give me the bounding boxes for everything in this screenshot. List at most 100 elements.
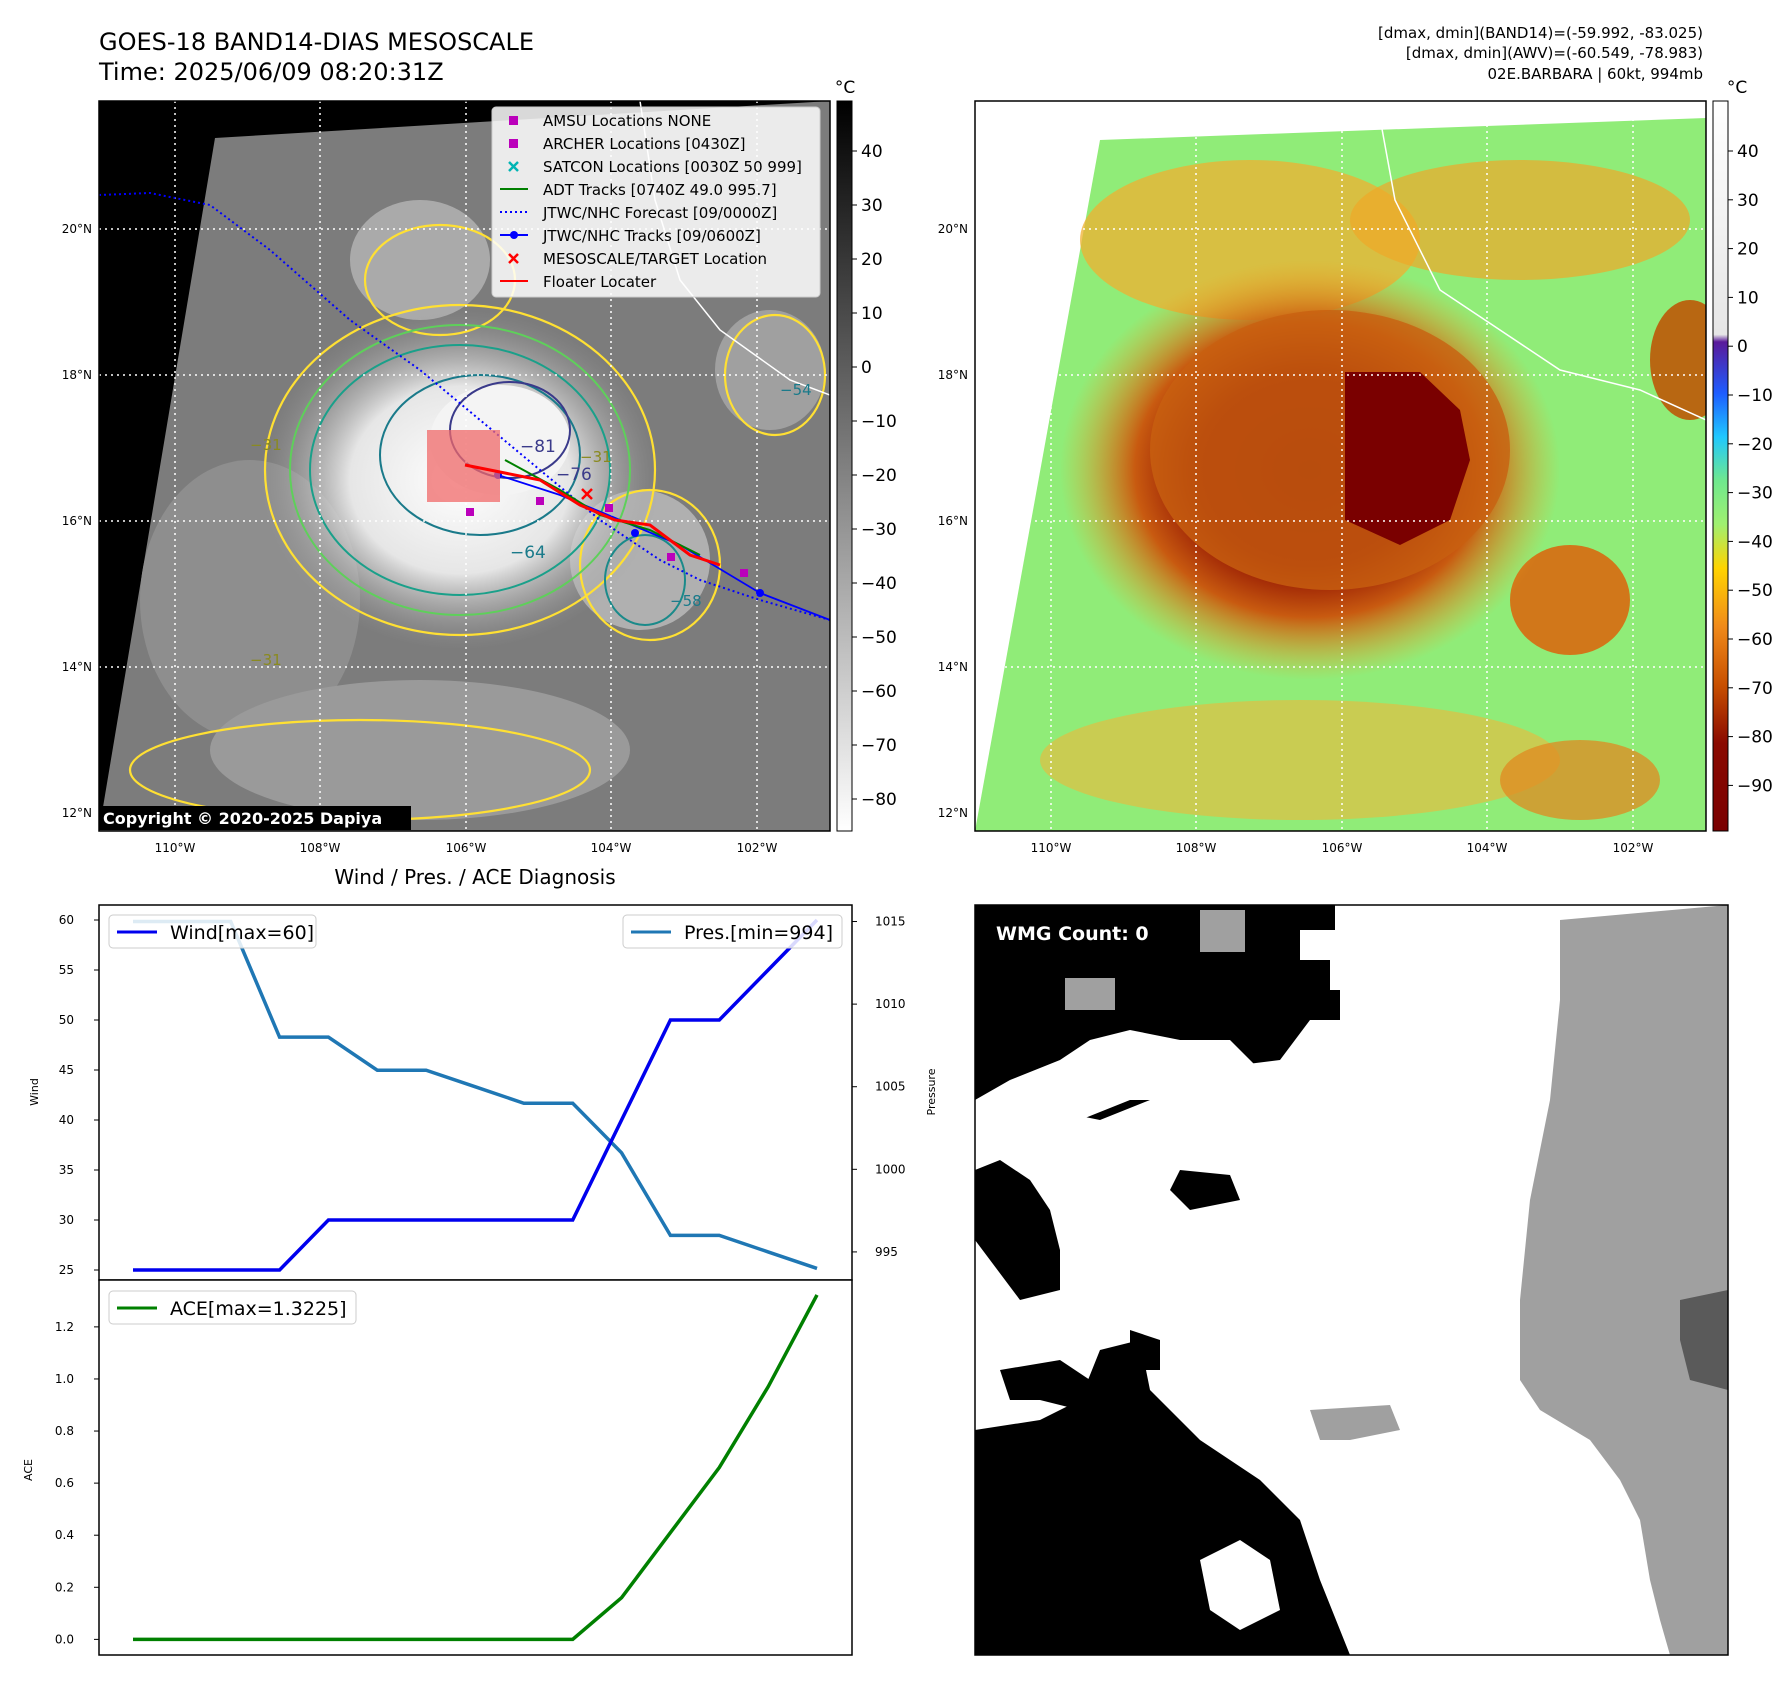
- legend-amsu: AMSU Locations NONE: [543, 112, 711, 130]
- pressure-tick-label: 1010: [875, 997, 906, 1011]
- floater-track: [464, 463, 721, 567]
- chart-title: Wind / Pres. / ACE Diagnosis: [334, 865, 615, 889]
- wmg-count-label: WMG Count: 0: [996, 923, 1149, 945]
- dias-colorbar-unit: °C: [1727, 78, 1747, 98]
- colorbar-tick-label: −60: [861, 682, 897, 702]
- ace-chart[interactable]: 0.0 0.2 0.4 0.6 0.8 1.0 1.2 ACE ACE[max=1.3225…: [22, 1279, 853, 1656]
- ace-series: [133, 1294, 819, 1642]
- colorbar-tick-label: −20: [861, 466, 897, 486]
- ace-tick-label: 0.6: [55, 1476, 74, 1490]
- ace-axis-label: ACE: [22, 1459, 35, 1481]
- lon-label: 106°W: [446, 841, 487, 855]
- archer-marker: [667, 553, 675, 561]
- wind-tick-label: 40: [59, 1113, 74, 1127]
- colorbar-tick-label: −90: [1737, 776, 1773, 796]
- pressure-legend-label: Pres.[min=994]: [684, 922, 833, 944]
- lon-label: 104°W: [1467, 841, 1508, 855]
- storm-core-coldest: [1345, 372, 1470, 545]
- ace-tick-label: 1.2: [55, 1320, 74, 1334]
- pressure-tick-label: 1005: [875, 1080, 906, 1094]
- wmg-gray-region: [1200, 910, 1245, 952]
- lon-label: 108°W: [1176, 841, 1217, 855]
- colorbar-tick-label: −80: [1737, 728, 1773, 748]
- warm-cloud-patch: [1500, 740, 1660, 820]
- contour-label: −31: [250, 436, 282, 454]
- ir-colorbar-unit: °C: [835, 78, 855, 98]
- target-marker: [581, 488, 593, 500]
- ace-tick-label: 0.4: [55, 1528, 74, 1542]
- lon-label: 110°W: [1031, 841, 1072, 855]
- ir-map-frame: [98, 100, 831, 832]
- jtwc-point: [756, 589, 764, 597]
- wmg-gray-region: [1310, 1405, 1400, 1440]
- legend-satcon-marker: [508, 161, 519, 172]
- lon-label: 102°W: [737, 841, 778, 855]
- legend-target-marker: [508, 253, 519, 264]
- ir-colorbar: [836, 100, 853, 832]
- contour-label: −81: [520, 437, 556, 457]
- wind-y-ticks: 25 30 35 40 45 50 55 60: [59, 913, 99, 1277]
- contour-yellow: [263, 303, 657, 637]
- archer-marker: [740, 569, 748, 577]
- colorbar-tick-label: −40: [861, 574, 897, 594]
- info-awv: [dmax, dmin](AWV)=(-60.549, -78.983): [1406, 44, 1703, 62]
- wind-tick-label: 55: [59, 963, 74, 977]
- ace-line: [133, 1294, 819, 1642]
- legend-archer: ARCHER Locations [0430Z]: [543, 135, 746, 153]
- colorbar-tick-label: −70: [861, 736, 897, 756]
- wmg-panel[interactable]: WMG Count: 0: [974, 904, 1729, 1656]
- cloud-patch: [210, 680, 630, 820]
- lon-label: 110°W: [155, 841, 196, 855]
- dias-colorbar-ticks: 40 30 20 10 0 −10 −20 −30 −40 −50 −60 −70 −80 −90: [1728, 142, 1773, 796]
- ace-y-ticks: 0.0 0.2 0.4 0.6 0.8 1.0 1.2: [55, 1320, 99, 1646]
- lon-label: 108°W: [300, 841, 341, 855]
- colorbar-tick-label: 30: [861, 196, 883, 216]
- legend-forecast: JTWC/NHC Forecast [09/0000Z]: [542, 204, 777, 222]
- colorbar-tick-label: −10: [861, 412, 897, 432]
- figure-title: GOES-18 BAND14-DIAS MESOSCALE: [99, 28, 534, 56]
- info-storm: 02E.BARBARA | 60kt, 994mb: [1488, 65, 1703, 83]
- dias-colorbar: [1712, 100, 1729, 832]
- wmg-gray-region: [1520, 905, 1728, 1655]
- copyright-background: [99, 806, 411, 830]
- ir-colorbar-ticks: 40 30 20 10 0 −10 −20 −30 −40 −50 −60 −70 −80: [852, 142, 897, 810]
- cloud-patch: [350, 200, 490, 320]
- dias-map-panel[interactable]: 20°N 18°N 16°N 14°N 12°N 110°W 108°W 106…: [938, 78, 1773, 855]
- lon-label: 104°W: [591, 841, 632, 855]
- contour-teal: [309, 344, 611, 596]
- colorbar-tick-label: 40: [1737, 142, 1759, 162]
- colorbar-tick-label: −60: [1737, 630, 1773, 650]
- ace-legend-label: ACE[max=1.3225]: [170, 1298, 347, 1320]
- colorbar-tick-label: −70: [1737, 679, 1773, 699]
- pressure-tick-label: 1015: [875, 915, 906, 929]
- wind-line: [133, 918, 819, 1272]
- figure-time: Time: 2025/06/09 08:20:31Z: [98, 58, 444, 86]
- ir-map-panel[interactable]: −81 −76 −64 −31 −54 −31 −58 −31 Copyrigh…: [62, 78, 897, 855]
- colorbar-tick-label: −30: [1737, 484, 1773, 504]
- colorbar-tick-label: 20: [1737, 240, 1759, 260]
- lat-label: 14°N: [938, 660, 968, 674]
- cloud-patch: [715, 310, 825, 430]
- lat-label: 12°N: [62, 806, 92, 820]
- contour-label: −58: [670, 592, 702, 610]
- lon-label: 102°W: [1613, 841, 1654, 855]
- lat-label: 18°N: [62, 368, 92, 382]
- lat-label: 16°N: [938, 514, 968, 528]
- colorbar-tick-label: −50: [1737, 581, 1773, 601]
- contour-label: −54: [780, 381, 812, 399]
- warm-cloud-patch: [1040, 700, 1560, 820]
- dias-lon-labels: 110°W 108°W 106°W 104°W 102°W: [1031, 841, 1654, 855]
- archer-marker: [605, 504, 613, 512]
- wind-pressure-chart[interactable]: Wind / Pres. / ACE Diagnosis 25 30 35 40 45 5…: [28, 865, 938, 1281]
- coastline: [1379, 117, 1706, 421]
- wind-axis-label: Wind: [28, 1078, 41, 1106]
- lat-label: 20°N: [938, 222, 968, 236]
- legend-satcon: SATCON Locations [0030Z 50 999]: [543, 158, 802, 176]
- colorbar-tick-label: 30: [1737, 191, 1759, 211]
- ace-tick-label: 0.0: [55, 1632, 74, 1646]
- legend-floater: Floater Locater: [543, 273, 657, 291]
- wind-pressure-series: [133, 918, 819, 1272]
- colorbar-tick-label: 0: [1737, 337, 1748, 357]
- ace-plot-frame: [98, 1279, 853, 1656]
- legend-amsu-marker: [509, 116, 518, 125]
